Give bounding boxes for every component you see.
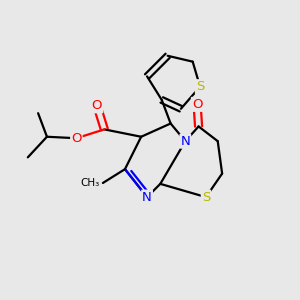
- Text: O: O: [192, 98, 202, 111]
- Text: N: N: [142, 190, 152, 204]
- Text: O: O: [92, 99, 102, 112]
- Text: O: O: [71, 132, 82, 145]
- Text: S: S: [202, 190, 210, 204]
- Text: CH₃: CH₃: [81, 178, 100, 188]
- Text: S: S: [196, 80, 204, 93]
- Text: N: N: [181, 135, 190, 148]
